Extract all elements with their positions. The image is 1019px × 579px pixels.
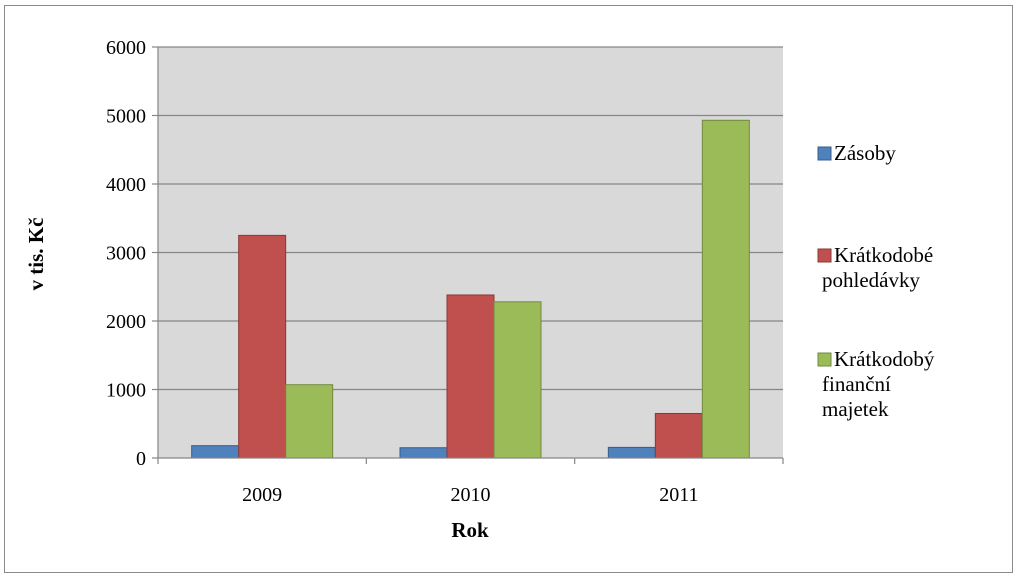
x-tick-label: 2010 [451,484,491,506]
legend-swatch [817,146,832,161]
y-tick-label: 5000 [106,106,146,128]
y-axis-title: v tis. Kč [24,218,48,291]
y-tick-label: 4000 [106,174,146,196]
legend-swatch [817,248,832,263]
bar-2009-2 [285,384,334,459]
y-tick-label: 3000 [106,243,146,265]
bar-2010-0 [399,447,448,459]
y-tick-label: 2000 [106,311,146,333]
legend-entry: Krátkodobé pohledávky [822,243,933,292]
legend-entry: Krátkodobý finanční majetek [822,347,935,421]
legend-entry: Zásoby [834,141,896,165]
x-axis-title: Rok [451,518,489,542]
x-tick-label: 2009 [242,484,282,506]
bar-2010-1 [446,294,495,459]
bar-2010-2 [493,301,542,459]
bar-2011-0 [607,446,656,459]
bar-2011-1 [654,412,703,459]
x-tick-label: 2011 [659,484,698,506]
legend-swatch [817,352,832,367]
y-tick-label: 0 [136,448,146,470]
y-tick-label: 6000 [106,37,146,59]
bar-2011-2 [701,119,750,459]
y-tick-label: 1000 [106,380,146,402]
bar-2009-0 [191,445,240,459]
bar-2009-1 [238,234,287,459]
